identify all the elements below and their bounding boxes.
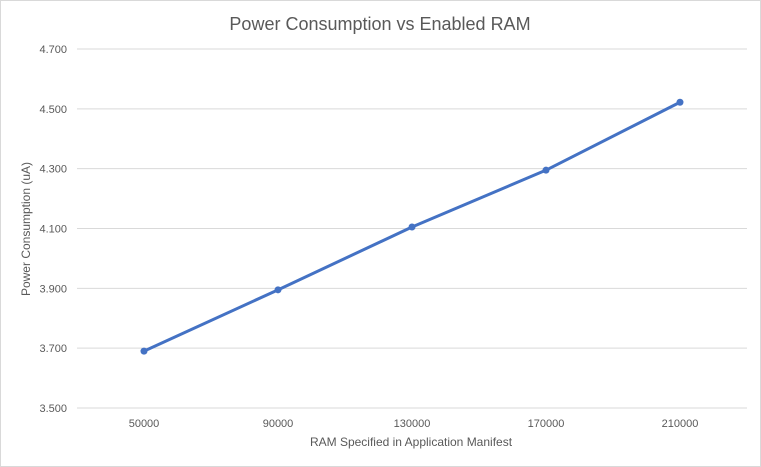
- y-tick-label-3: 4.100: [39, 224, 67, 236]
- x-tick-label-1: 90000: [263, 418, 294, 430]
- y-axis-tick-labels: 3.500 3.700 3.900 4.100 4.300 4.500 4.700: [39, 44, 67, 415]
- x-tick-label-0: 50000: [129, 418, 160, 430]
- x-axis-title: RAM Specified in Application Manifest: [310, 435, 513, 449]
- data-point-2: [408, 223, 416, 231]
- y-tick-label-4: 4.300: [39, 164, 67, 176]
- data-point-3: [542, 166, 550, 174]
- data-point-4: [676, 98, 684, 106]
- x-tick-label-2: 130000: [394, 418, 431, 430]
- y-axis-title: Power Consumption (uA): [19, 162, 33, 296]
- y-tick-label-2: 3.900: [39, 283, 67, 295]
- y-tick-label-5: 4.500: [39, 104, 67, 116]
- data-point-1: [274, 286, 282, 294]
- y-tick-label-0: 3.500: [39, 403, 67, 415]
- y-tick-label-6: 4.700: [39, 44, 67, 56]
- x-tick-label-3: 170000: [528, 418, 565, 430]
- x-axis-tick-labels: 50000 90000 130000 170000 210000: [129, 418, 699, 430]
- gridlines: [77, 48, 747, 409]
- x-tick-label-4: 210000: [662, 418, 699, 430]
- series-power-consumption: [140, 98, 684, 355]
- chart-title: Power Consumption vs Enabled RAM: [229, 14, 530, 34]
- y-tick-label-1: 3.700: [39, 343, 67, 355]
- data-point-0: [140, 347, 148, 355]
